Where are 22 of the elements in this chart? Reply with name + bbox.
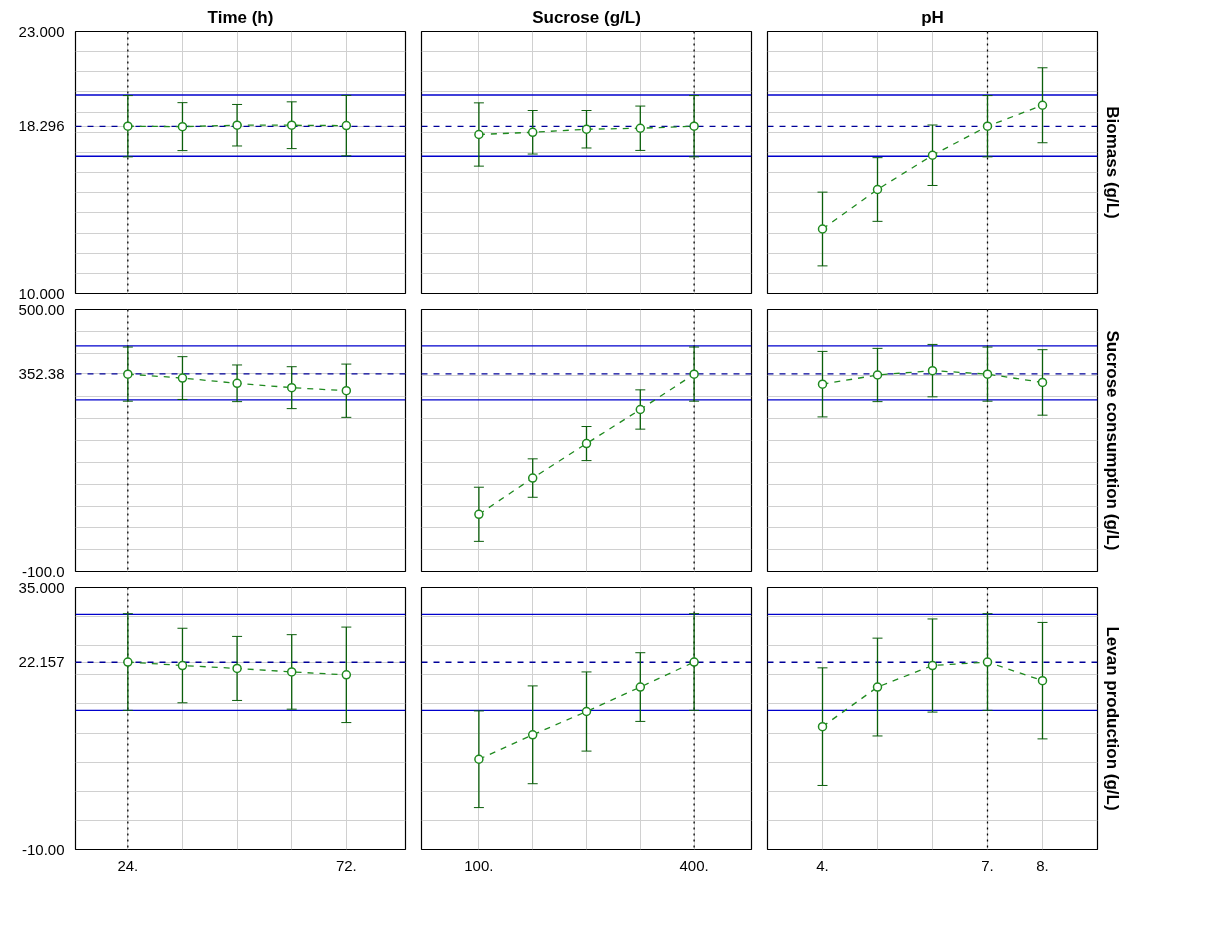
y-tick-label: -100.0 xyxy=(21,562,65,580)
y-tick-label: 500.00 xyxy=(18,300,65,318)
chart-title: pH xyxy=(921,7,944,27)
x-tick-label: 4. xyxy=(816,856,829,874)
y-tick-label: 352.38 xyxy=(18,364,65,382)
x-tick-label: 8. xyxy=(1036,856,1049,874)
y-axis-title: Levan production (g/L) xyxy=(1102,626,1122,811)
x-tick-label: 24. xyxy=(117,856,139,874)
x-tick-label: 100. xyxy=(464,856,494,874)
y-tick-label: 22.157 xyxy=(18,653,65,671)
x-tick-label: 400. xyxy=(679,856,709,874)
y-tick-label: 10.000 xyxy=(18,284,65,302)
y-tick-label: -10.00 xyxy=(21,840,65,858)
y-axis-title: Sucrose consumption (g/L) xyxy=(1102,330,1122,551)
y-tick-label: 18.296 xyxy=(18,117,65,135)
y-tick-label: 23.000 xyxy=(18,22,65,40)
x-tick-label: 72. xyxy=(335,856,357,874)
y-tick-label: 35.000 xyxy=(18,578,65,596)
x-tick-label: 7. xyxy=(981,856,994,874)
chart-title: Sucrose (g/L) xyxy=(532,7,641,27)
y-axis-title: Biomass (g/L) xyxy=(1102,106,1122,219)
chart-title: Time (h) xyxy=(207,7,274,27)
